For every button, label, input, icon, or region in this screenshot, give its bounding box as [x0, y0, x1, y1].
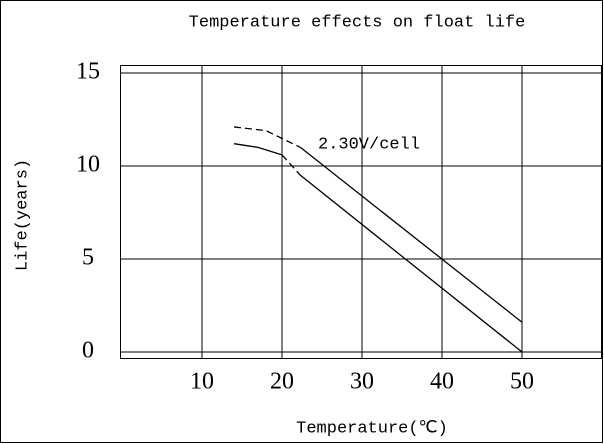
x-tick-label: 30 — [350, 369, 374, 395]
y-tick-label: 5 — [82, 245, 94, 271]
x-axis-label: Temperature(℃) — [296, 419, 448, 438]
y-axis-label: Life(years) — [13, 159, 32, 271]
line — [233, 143, 283, 156]
x-tick-label: 40 — [430, 369, 454, 395]
chart-title: Temperature effects on float life — [189, 13, 526, 32]
line — [281, 154, 301, 176]
x-tick-label: 10 — [190, 369, 214, 395]
line — [233, 126, 301, 148]
y-tick-label: 15 — [76, 59, 100, 85]
y-tick-label: 10 — [76, 152, 100, 178]
plot-frame — [120, 65, 602, 359]
x-tick-label: 20 — [270, 369, 294, 395]
line — [299, 174, 523, 353]
x-tick-label: 50 — [510, 369, 534, 395]
line — [299, 146, 523, 323]
annotation: 2.30V/cell — [318, 135, 420, 154]
y-tick-label: 0 — [82, 338, 94, 364]
